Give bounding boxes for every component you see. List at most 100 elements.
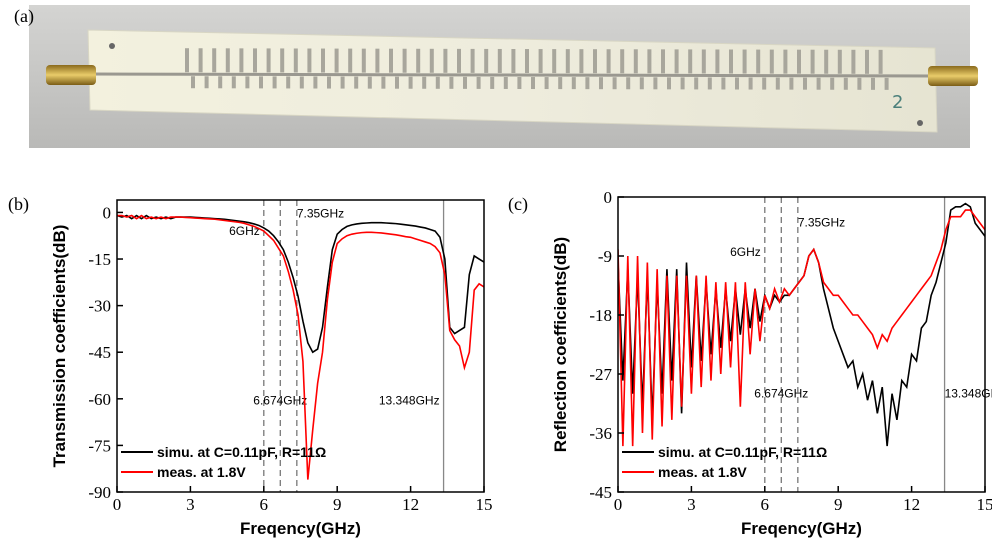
stub [280,48,285,73]
stub [239,48,244,73]
stub [503,76,508,89]
plot-frame [617,196,986,493]
stub [299,76,304,89]
stub [367,76,372,89]
stub [538,49,543,74]
stub [552,49,557,74]
stub [748,77,753,90]
y-tick-label: -36 [589,424,612,443]
stub [470,48,475,73]
stub [449,76,454,89]
stub [579,49,584,74]
stub [639,77,644,90]
stub [395,76,399,89]
stub [626,77,631,90]
series-line [618,209,985,447]
stub [457,48,461,73]
stub [327,76,331,89]
stub [783,49,788,74]
stub [756,49,761,74]
comb [185,48,889,90]
stub [816,77,821,90]
stub [851,49,856,74]
stub [857,77,862,90]
stub [511,48,516,73]
y-tick-label: 0 [604,188,613,207]
stub [667,77,671,90]
stub [272,76,277,89]
stub [735,77,739,90]
x-axis-label: Freqency(GHz) [741,519,862,538]
y-axis-label: Transmission coefficients(dB) [50,225,69,468]
x-tick-label: 6 [260,495,269,514]
marker-label: 6GHz [730,245,761,259]
stub [865,49,869,74]
chart: (b) 6GHz 6.674GHz 7.35GHz 13.348GHz 0 3 6 9 12 15 0… [8,194,493,538]
stub [871,77,875,90]
y-axis-label: Reflection coefficients(dB) [551,237,570,452]
panel-label: (b) [8,194,29,215]
stub [653,77,658,90]
stub [408,76,413,89]
stub [593,49,597,74]
x-tick-label: 3 [687,495,696,514]
stub [797,49,801,74]
stub [253,48,257,73]
stub [381,76,386,89]
stub [348,48,353,73]
stub [375,48,380,73]
marker-label: 6GHz [229,224,260,238]
stub [185,48,189,73]
stub [742,49,747,74]
stub [620,49,625,74]
y-tick-label: 0 [103,203,112,222]
stub [218,76,223,89]
x-tick-label: 12 [402,495,419,514]
y-tick-label: -75 [88,436,111,455]
x-tick-label: 9 [834,495,843,514]
series-line [117,214,484,480]
x-tick-label: 0 [113,495,122,514]
stub [830,77,835,90]
stub [843,77,848,90]
stub [198,48,203,73]
stub [558,77,563,90]
x-tick-label: 9 [333,495,342,514]
legend-label: simu. at C=0.11pF, R=11Ω [157,444,326,460]
stub [606,49,611,74]
stub [599,77,603,90]
marker-label: 7.35GHz [297,207,344,221]
stub [525,49,529,74]
stub [878,49,883,74]
stub [688,49,693,74]
stub [191,76,195,89]
stub [212,48,217,73]
x-tick-label: 12 [903,495,920,514]
connector [46,65,96,85]
stub [694,77,699,90]
stub [837,49,842,74]
panel-label: (c) [508,194,528,215]
stub [402,48,407,73]
stub [729,49,733,74]
x-tick-label: 15 [977,495,992,514]
stub [884,77,889,90]
stub [661,49,665,74]
hole [917,120,923,126]
stub [775,77,780,90]
stub [416,48,421,73]
chart: (c) 6GHz 6.674GHz 7.35GHz 13.348GHz 0 3 6 9 12 15 0… [508,188,992,538]
stub [803,77,807,90]
stub [321,48,325,73]
stub [633,49,638,74]
stub [476,76,481,89]
stub [463,76,467,89]
legend-label: simu. at C=0.11pF, R=11Ω [658,444,827,460]
stub [204,76,209,89]
stub [497,48,502,73]
stub [354,76,359,89]
stub [307,48,312,73]
stub [286,76,291,89]
